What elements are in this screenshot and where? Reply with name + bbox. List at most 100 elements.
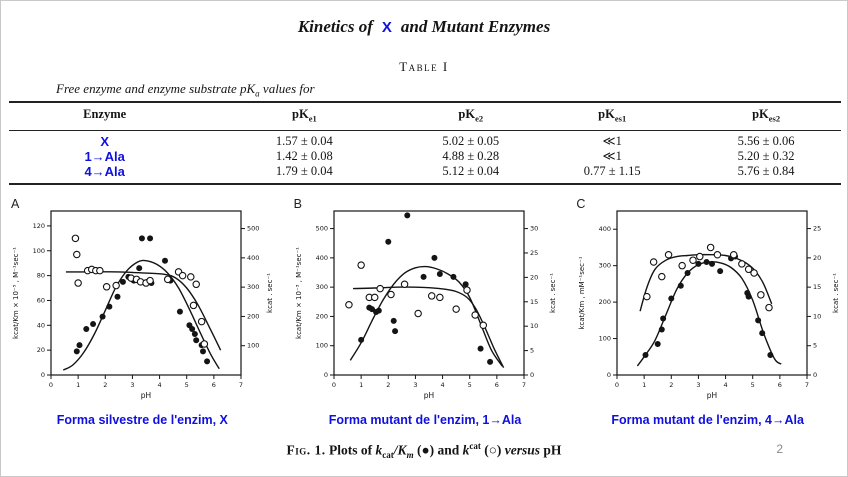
fit-curve <box>352 286 505 368</box>
open-circle-marker: (○) <box>480 442 505 458</box>
right-axis-label: kcat . sec⁻¹ <box>832 273 840 313</box>
kcat2-superscript: cat <box>469 441 481 451</box>
left-tick-label: 80 <box>37 272 45 280</box>
col-header-pke1: pKe1 <box>292 107 317 124</box>
x-tick-label: 2 <box>104 381 108 389</box>
data-point-open <box>187 273 195 281</box>
x-tick-label: 4 <box>158 381 162 389</box>
x-tick-label: 2 <box>386 381 390 389</box>
data-point-open <box>642 292 651 301</box>
right-tick-label: 100 <box>247 342 259 350</box>
x-tick-label: 5 <box>750 381 754 389</box>
left-tick-label: 400 <box>598 225 610 233</box>
right-axis-label: kcat . sec⁻¹ <box>266 273 274 313</box>
data-point-filled <box>667 295 674 302</box>
ph-text: pH <box>540 442 562 458</box>
data-point-filled <box>177 308 184 315</box>
data-point-filled <box>192 331 199 337</box>
caption-mutant-4ala: Forma mutant de l'enzim, 4→Ala <box>611 413 804 427</box>
data-point-open <box>744 265 753 274</box>
table-subtitle-prefix: Free enzyme and enzyme substrate pK <box>56 81 256 96</box>
x-tick-label: 1 <box>642 381 646 389</box>
left-tick-label: 0 <box>324 371 328 379</box>
right-axis-label: kcat . sec⁻¹ <box>549 273 557 313</box>
plot-frame <box>333 210 525 376</box>
pke2-value: 5.12 ± 0.04 <box>442 163 500 178</box>
right-tick-label: 20 <box>530 273 538 281</box>
col-header-pkes2: pKes2 <box>752 107 781 124</box>
left-tick-label: 100 <box>598 335 610 343</box>
x-axis-label: pH <box>424 391 434 400</box>
data-point-filled <box>99 313 106 320</box>
x-tick-label: 6 <box>777 381 781 389</box>
fig-number: Fig. 1. <box>286 442 326 458</box>
data-point-open <box>436 293 444 302</box>
data-point-filled <box>477 345 484 352</box>
data-point-filled <box>420 273 427 280</box>
fit-curve <box>63 259 221 371</box>
right-tick-label: 20 <box>813 254 821 262</box>
data-point-open <box>192 280 201 289</box>
data-point-open <box>200 340 209 348</box>
x-tick-label: 5 <box>468 381 472 389</box>
data-point-filled <box>745 293 752 300</box>
left-axis-label: kcat/Km × 10⁻³ , M⁻¹sec⁻¹ <box>295 247 303 339</box>
figure-panels: A 0 1 2 3 4 5 6 7 0 20 40 60 80 100 120 100 200 300 400 500… <box>1 193 847 405</box>
data-point-open <box>729 250 738 259</box>
right-tick-label: 25 <box>530 249 538 257</box>
left-tick-label: 300 <box>598 262 610 270</box>
left-tick-label: 300 <box>316 283 328 291</box>
pke1-value: 1.57 ± 0.04 <box>275 133 333 148</box>
data-point-open <box>387 290 395 299</box>
plot-frame <box>50 210 242 376</box>
km-symbol: /K <box>393 442 407 458</box>
data-point-filled <box>684 269 691 276</box>
data-point-filled <box>716 268 723 275</box>
data-point-filled <box>189 326 196 333</box>
x-tick-label: 3 <box>413 381 417 389</box>
data-point-filled <box>642 351 649 358</box>
right-tick-label: 5 <box>530 347 534 355</box>
data-point-filled <box>450 273 457 280</box>
data-point-filled <box>147 235 154 242</box>
x-tick-label: 3 <box>131 381 135 389</box>
panel-a: A 0 1 2 3 4 5 6 7 0 20 40 60 80 100 120 100 200 300 400 500… <box>1 193 284 405</box>
versus-text: versus <box>504 442 541 458</box>
fig-text: Plots of <box>325 442 376 458</box>
data-point-filled <box>114 293 121 300</box>
right-tick-label: 0 <box>813 371 817 379</box>
table-row: 1→Ala 1.42 ± 0.08 4.88 ± 0.28 ≪1 5.20 ± … <box>9 149 841 164</box>
right-tick-label: 10 <box>813 312 821 320</box>
data-point-open <box>414 309 422 318</box>
pke1-value: 1.42 ± 0.08 <box>275 148 333 163</box>
data-point-open <box>103 283 111 291</box>
data-point-filled <box>90 321 97 328</box>
right-tick-label: 15 <box>813 283 821 291</box>
x-tick-label: 5 <box>185 381 189 389</box>
title-enzyme-x: X <box>381 19 392 36</box>
x-tick-label: 4 <box>441 381 445 389</box>
enzyme-name: X <box>100 133 110 149</box>
left-tick-label: 0 <box>41 371 45 379</box>
data-point-open <box>657 272 666 281</box>
right-tick-label: 500 <box>247 225 259 233</box>
data-point-filled <box>390 317 397 324</box>
data-point-open <box>452 305 460 313</box>
x-tick-label: 7 <box>522 381 526 389</box>
enzyme-name: 1→Ala <box>84 148 125 164</box>
data-point-filled <box>431 254 438 261</box>
right-tick-label: 200 <box>247 312 259 320</box>
data-point-filled <box>695 260 702 267</box>
panel-c: C 0 1 2 3 4 5 6 7 0 100 200 300 400 0 5 10 15 20 25 pH kcat/… <box>566 193 847 405</box>
right-tick-label: 15 <box>530 298 538 306</box>
data-point-filled <box>658 326 665 333</box>
plot-frame <box>616 210 808 376</box>
data-point-filled <box>385 238 392 245</box>
chart-b-canvas: 0 1 2 3 4 5 6 70100200300400500051015202530pHkc… <box>295 210 557 400</box>
left-tick-label: 100 <box>33 247 45 255</box>
data-point-filled <box>139 235 146 242</box>
x-tick-label: 6 <box>212 381 216 389</box>
caption-mutant-1ala: Forma mutant de l'enzim, 1→Ala <box>328 413 522 427</box>
x-tick-label: 6 <box>495 381 499 389</box>
right-tick-label: 5 <box>813 342 817 350</box>
